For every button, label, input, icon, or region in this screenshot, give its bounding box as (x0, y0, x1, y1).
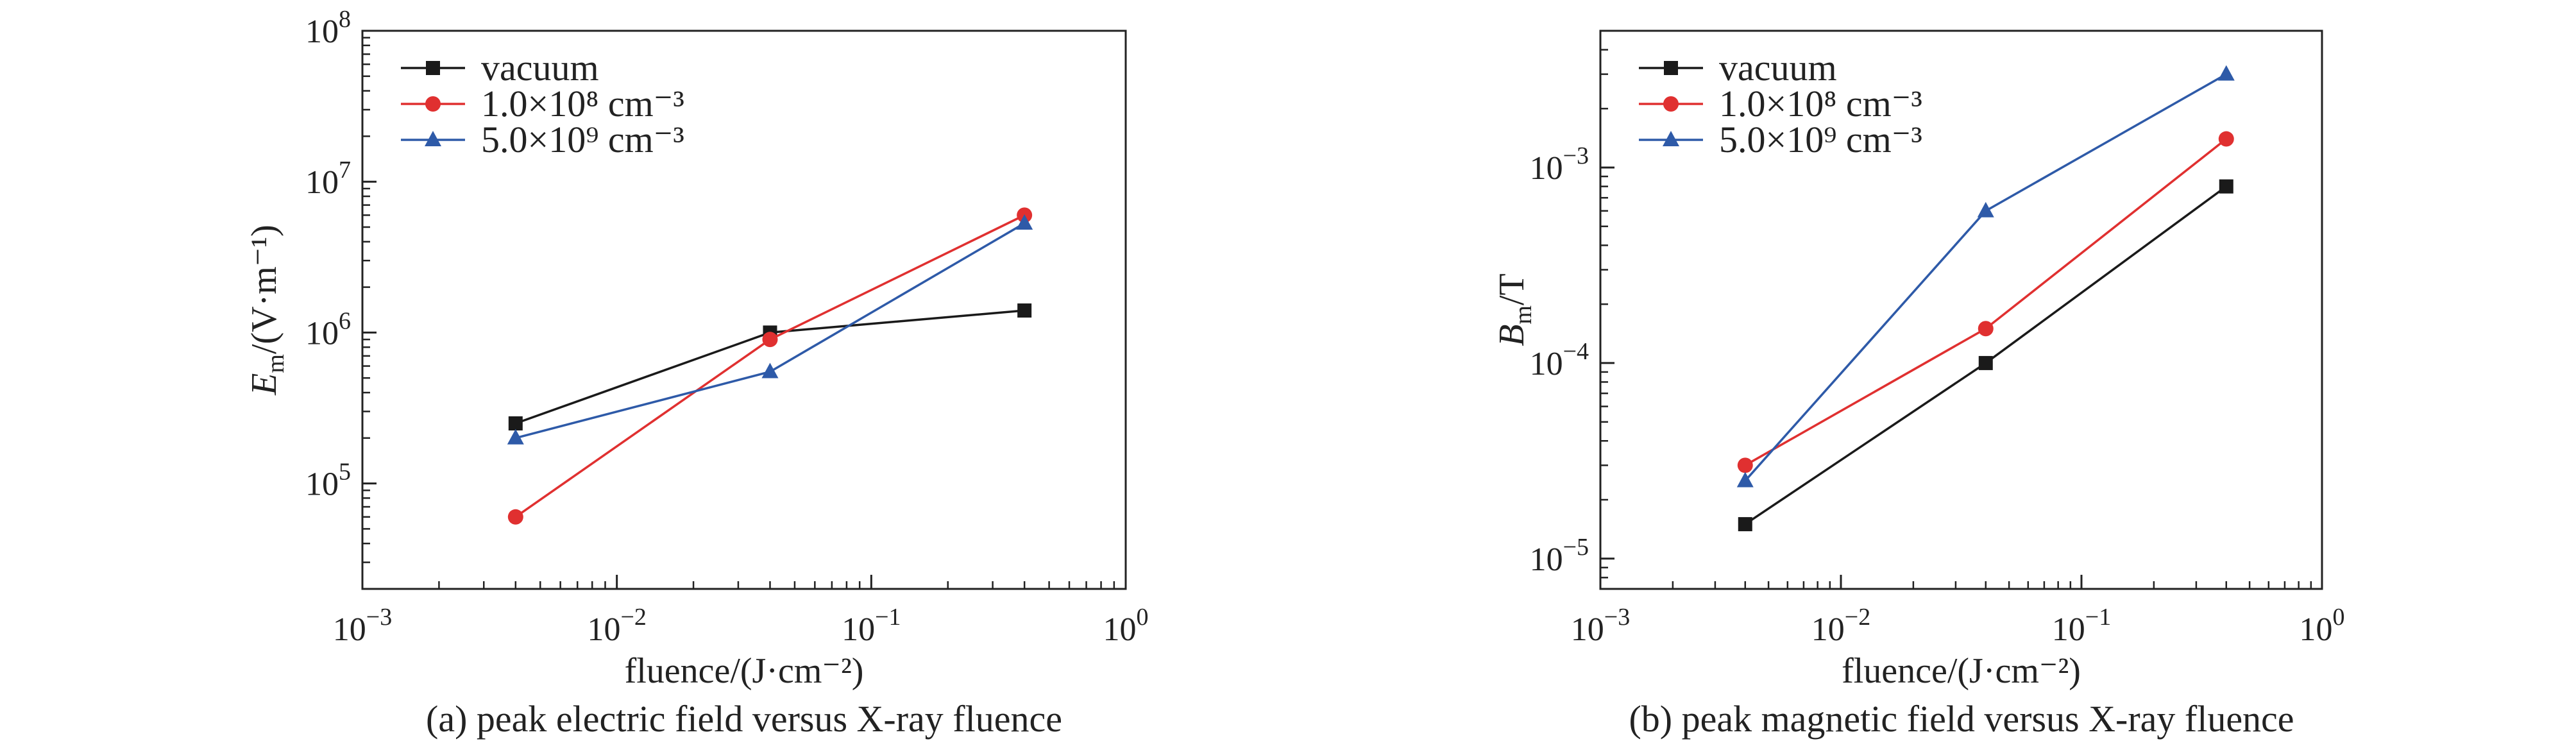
data-point-triangle (425, 131, 441, 146)
x-tick-label: 10−1 (2052, 604, 2111, 648)
plot-frame (361, 30, 1127, 590)
data-point-circle (1978, 321, 1994, 337)
x-tick-label: 100 (2300, 604, 2345, 648)
data-point-circle (2218, 131, 2234, 147)
series-1 (507, 207, 1033, 525)
x-tick-label: 10−3 (333, 604, 392, 648)
data-point-circle (762, 332, 778, 348)
series-2 (507, 214, 1033, 445)
series-1 (1737, 131, 2234, 473)
x-tick-label: 100 (1103, 604, 1149, 648)
x-axis-label: fluence/(J·cm⁻²) (625, 651, 864, 691)
data-point-triangle (1977, 201, 1994, 217)
panel-caption: (a) peak electric field versus X-ray flu… (426, 698, 1062, 740)
data-point-triangle (1736, 472, 1754, 488)
legend-label: 1.0×10⁸ cm⁻³ (481, 83, 684, 124)
x-tick-label: 10−1 (842, 604, 901, 648)
y-tick-label: 108 (305, 6, 351, 50)
legend-label: 5.0×10⁹ cm⁻³ (481, 119, 684, 160)
y-tick-label: 105 (305, 459, 351, 503)
x-tick-label: 10−2 (587, 604, 646, 648)
x-axis-label: fluence/(J·cm⁻²) (1842, 651, 2081, 691)
data-point-triangle (761, 362, 779, 378)
x-tick-label: 10−3 (1571, 604, 1630, 648)
y-tick-label: 107 (305, 157, 351, 201)
y-axis-label: Bm/T (1492, 273, 1537, 346)
data-point-triangle (1016, 214, 1033, 230)
data-point-circle (507, 509, 523, 525)
data-point-square (1017, 303, 1032, 318)
legend-label: vacuum (481, 47, 599, 89)
data-point-square (508, 416, 523, 431)
y-axis-label: Em/(V·m⁻¹) (244, 225, 289, 396)
data-point-square (1738, 517, 1752, 532)
legend-label: 1.0×10⁸ cm⁻³ (1719, 83, 1922, 124)
data-point-triangle (507, 429, 524, 445)
legend-label: vacuum (1719, 47, 1837, 89)
data-point-square (426, 61, 440, 75)
data-point-circle (1737, 457, 1753, 473)
y-tick-label: 10−5 (1530, 534, 1589, 578)
data-point-triangle (2217, 65, 2235, 81)
data-point-square (1978, 355, 1993, 370)
x-tick-label: 10−2 (1811, 604, 1870, 648)
y-tick-label: 106 (305, 307, 351, 352)
y-tick-label: 10−3 (1530, 142, 1589, 187)
plot-frame (1599, 30, 2323, 590)
series-line (1744, 138, 2227, 466)
series-2 (1736, 65, 2235, 488)
data-point-triangle (1663, 131, 1679, 146)
chart-panel-b: 10−3 10−2 10−1 100 10−5 10−4 10−3 fluence/(J·cm… (1492, 30, 2345, 740)
legend-label: 5.0×10⁹ cm⁻³ (1719, 119, 1922, 160)
data-point-square (2219, 179, 2233, 194)
panel-caption: (b) peak magnetic field versus X-ray flu… (1629, 698, 2294, 740)
series-0 (1738, 179, 2233, 532)
chart-panel-a: 10−3 10−2 10−1 100 105 106 107 108 fluence/(J·cm… (244, 6, 1149, 740)
data-point-circle (425, 96, 441, 112)
series-line (1744, 185, 2227, 525)
data-point-square (1664, 61, 1678, 75)
data-point-circle (1663, 96, 1679, 112)
y-tick-label: 10−4 (1530, 338, 1589, 382)
